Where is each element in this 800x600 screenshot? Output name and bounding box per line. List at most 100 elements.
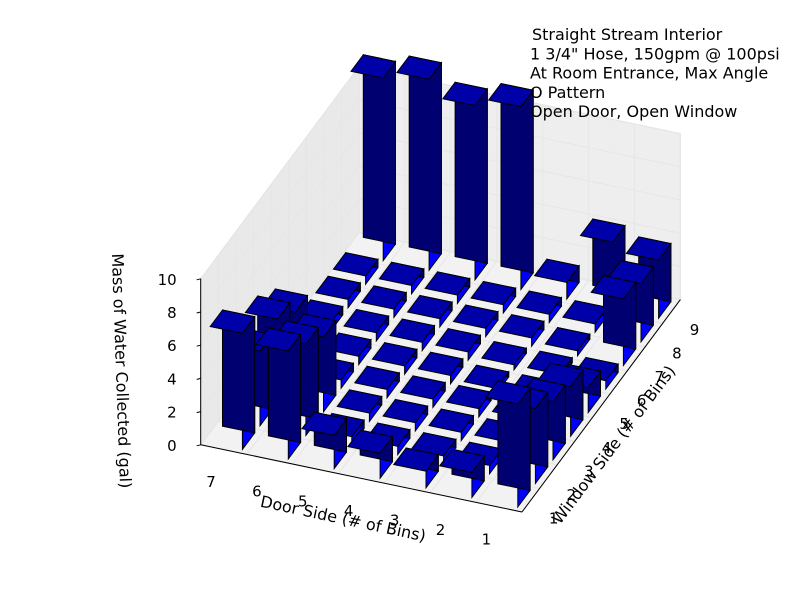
bar [399, 375, 447, 409]
bar-side-face [454, 81, 488, 264]
bar-top-face [487, 83, 535, 108]
chart-bars [209, 54, 672, 509]
bar-top-face [498, 314, 545, 339]
bar-top-face [396, 55, 443, 80]
bar-top-face [325, 332, 372, 357]
title-line-3: At Room Entrance, Max Angle [530, 64, 768, 83]
bar-top-face [343, 308, 390, 334]
z-tick-label: 6 [167, 337, 177, 355]
window-tick-label: 2 [567, 486, 577, 504]
door-tick-label: 4 [344, 502, 354, 520]
bar [480, 340, 528, 372]
window-tick-label: 4 [602, 439, 612, 457]
title-line-2: 1 3/4" Hose, 150gpm @ 100psi [530, 44, 780, 63]
bar-top-face [244, 295, 291, 320]
bar-side-face [500, 82, 534, 274]
bar [441, 81, 489, 282]
bar-top-face [371, 342, 418, 367]
bar-top-face [406, 294, 453, 320]
bar-top-face [516, 290, 563, 315]
bar [314, 275, 362, 310]
bar [424, 271, 471, 305]
bar [336, 389, 383, 423]
bar-top-face [417, 351, 464, 377]
bar [301, 411, 348, 471]
window-tick-label: 7 [655, 368, 665, 386]
door-tick-label: 3 [390, 512, 400, 530]
window-axis-line [521, 299, 681, 513]
bar [452, 304, 499, 339]
bar-top-face [392, 447, 440, 472]
z-tick-label: 8 [167, 304, 177, 322]
bar-top-face [378, 261, 425, 287]
gridline [200, 132, 681, 346]
bar [382, 398, 429, 433]
z-tick-mark [196, 444, 201, 447]
title-line-5: Open Door, Open Window [530, 102, 737, 121]
bar-top-face [544, 327, 591, 352]
window-tick-label: 1 [549, 510, 559, 528]
bar-top-face [438, 448, 486, 474]
window-tick-label: 3 [584, 462, 594, 480]
door-tick-label: 6 [252, 483, 262, 501]
y-axis-label: Door Side (# of Bins) [259, 492, 428, 546]
bar [378, 261, 425, 296]
bar [353, 365, 401, 400]
door-tick-label: 5 [298, 492, 308, 510]
bar-top-face [353, 365, 401, 391]
z-tick-mark [196, 344, 201, 347]
bar-top-face [579, 218, 626, 243]
door-tick-label: 1 [482, 531, 492, 549]
bar [255, 327, 302, 461]
bar-top-face [382, 398, 429, 424]
bar-top-face [332, 252, 379, 277]
z-tick-label: 10 [158, 271, 177, 289]
bar-top-face [424, 271, 471, 296]
bar [484, 380, 531, 509]
door-axis-line [200, 444, 523, 513]
bar-top-face [441, 81, 489, 107]
bar-top-face [428, 408, 475, 433]
bar-side-face [408, 55, 442, 255]
bar [209, 309, 256, 451]
title-line-4: O Pattern [530, 83, 605, 102]
door-tick-label: 7 [206, 473, 216, 491]
z-axis-label: Mass of Water Collected (gal) [108, 253, 135, 489]
title-line-1: Straight Stream Interior [532, 25, 723, 44]
bar [406, 294, 453, 329]
bar [498, 314, 545, 348]
bar-top-face [209, 309, 256, 334]
bar [417, 351, 464, 386]
bar-top-face [301, 411, 348, 436]
bar-top-face [389, 318, 436, 343]
bar [392, 447, 440, 490]
bar [371, 342, 418, 376]
bar [325, 332, 372, 367]
bar [360, 285, 408, 319]
bar [533, 258, 580, 301]
bar-top-face [360, 285, 408, 310]
bar [428, 408, 475, 443]
chart-axes [200, 278, 681, 513]
bar [347, 429, 394, 480]
window-tick-label: 5 [619, 415, 629, 433]
chart-title: Straight Stream Interior 1 3/4" Hose, 15… [530, 25, 784, 121]
z-tick-label: 2 [167, 404, 177, 422]
bar-top-face [314, 275, 362, 301]
window-tick-label: 9 [690, 321, 700, 339]
bar [332, 252, 379, 286]
bar [516, 290, 563, 325]
bar [343, 308, 390, 343]
gridline [200, 99, 681, 313]
bar [350, 54, 397, 263]
z-tick-mark [196, 377, 201, 380]
door-tick-label: 2 [436, 521, 446, 539]
window-tick-label: 8 [672, 344, 682, 362]
bar [389, 318, 436, 353]
bar-top-face [625, 236, 672, 261]
bar-top-face [480, 341, 528, 366]
bar-top-face [533, 258, 580, 283]
bar [435, 328, 482, 362]
